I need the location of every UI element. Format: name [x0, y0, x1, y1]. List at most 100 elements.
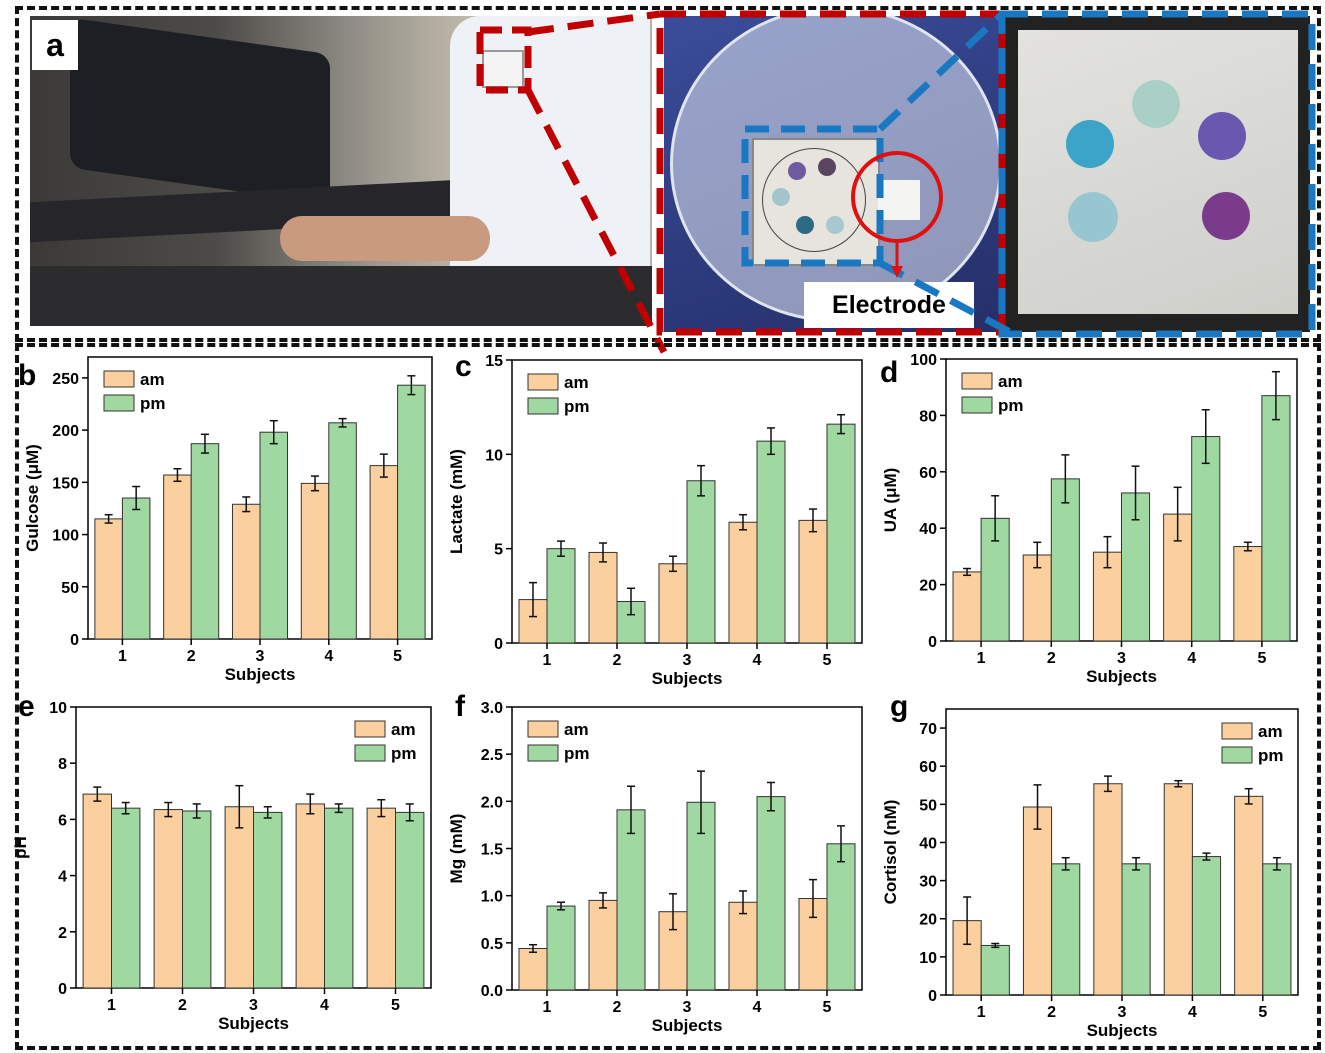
- chart-b-panel-letter: b: [18, 359, 36, 392]
- chart-d-y-tick-label: 80: [919, 408, 937, 425]
- chart-f-x-tick-label: 3: [683, 999, 692, 1016]
- chart-b-bar-pm-4: [328, 422, 357, 640]
- chart-b-x-tick-label: 4: [324, 648, 333, 665]
- chart-b-y-tick-label: 0: [70, 632, 79, 649]
- chart-e-bar-pm-5: [395, 811, 425, 989]
- chart-f-legend-label-am: am: [564, 720, 589, 739]
- chart-g-legend-label-pm: pm: [1258, 746, 1284, 765]
- chart-d-x-axis-title: Subjects: [1086, 667, 1157, 686]
- chart-c-legend-swatch-pm: [527, 397, 559, 415]
- chart-b-y-axis-title: Gulcose (μM): [23, 444, 42, 552]
- chart-c-bar-am-3: [658, 563, 688, 644]
- chart-b-bar-pm-1: [121, 497, 151, 640]
- chart-b-bar-am-5: [369, 465, 399, 640]
- chart-e-bar-am-5: [366, 807, 397, 989]
- chart-f-legend-swatch-pm: [527, 744, 559, 762]
- chart-e-legend-swatch-am: [354, 720, 386, 738]
- chart-d-legend-swatch-pm: [961, 396, 993, 414]
- chart-g-y-tick-label: 30: [919, 874, 937, 891]
- chart-f-x-tick-label: 2: [613, 999, 622, 1016]
- chart-g-y-tick-label: 0: [928, 988, 937, 1005]
- chart-b-bar-pm-5: [397, 384, 426, 640]
- panel-letter-a: a: [32, 20, 78, 70]
- chart-g-bar-pm-3: [1121, 863, 1151, 996]
- chart-d-x-tick-label: 1: [977, 650, 986, 667]
- chart-b-y-tick-label: 150: [52, 475, 79, 492]
- chart-c-legend-label-am: am: [564, 373, 589, 392]
- chart-e-legend-label-am: am: [391, 720, 416, 739]
- chart-c-x-tick-label: 5: [823, 652, 832, 669]
- chart-f-legend-label-pm: pm: [564, 744, 590, 763]
- chart-b-y-tick-label: 50: [61, 580, 79, 597]
- chart-f-x-axis-title: Subjects: [652, 1016, 723, 1035]
- chart-e-y-tick-label: 0: [58, 981, 67, 998]
- chart-f-bar-pm-2: [616, 809, 646, 991]
- chart-b-bar-pm-2: [190, 443, 220, 640]
- person-arm: [280, 216, 490, 261]
- chart-b-legend-label-am: am: [140, 370, 165, 389]
- chart-b-legend-label-pm: pm: [140, 394, 166, 413]
- chart-c-x-axis-title: Subjects: [652, 669, 723, 688]
- chart-c-x-tick-label: 3: [683, 652, 692, 669]
- chart-c-y-tick-label: 10: [485, 447, 503, 464]
- chart-e-y-tick-label: 6: [58, 812, 67, 829]
- chart-b-bar-am-2: [163, 474, 192, 640]
- chart-g-x-tick-label: 2: [1047, 1004, 1056, 1021]
- chart-d-y-tick-label: 60: [919, 465, 937, 482]
- chart-c-legend-swatch-am: [527, 373, 559, 391]
- chart-d-legend-swatch-am: [961, 372, 993, 390]
- chart-e-x-tick-label: 3: [249, 997, 258, 1014]
- panel-a-frame: [15, 6, 1321, 342]
- chart-c-y-tick-label: 5: [494, 542, 503, 559]
- chart-g-bar-am-3: [1093, 783, 1123, 996]
- chart-e-x-axis-title: Subjects: [218, 1014, 289, 1033]
- chart-e-x-tick-label: 2: [178, 997, 187, 1014]
- chart-c-x-tick-label: 1: [543, 652, 552, 669]
- chart-g-bar-pm-2: [1051, 863, 1081, 996]
- chart-e-panel-letter: e: [18, 690, 35, 723]
- chart-g-y-tick-label: 40: [919, 835, 937, 852]
- chart-c-legend-label-pm: pm: [564, 397, 590, 416]
- chart-c-bar-am-2: [588, 551, 618, 644]
- chart-g-bar-am-2: [1022, 806, 1053, 996]
- chart-f-x-tick-label: 4: [753, 999, 762, 1016]
- chart-g-bar-pm-4: [1191, 856, 1222, 996]
- chart-b-bar-am-4: [300, 482, 330, 640]
- chart-f-y-tick-label: 1.0: [481, 889, 503, 906]
- chart-c-x-tick-label: 4: [753, 652, 762, 669]
- chart-e-bar-pm-2: [182, 810, 212, 989]
- chart-g-x-axis-title: Subjects: [1087, 1021, 1158, 1040]
- chart-e-y-tick-label: 8: [58, 756, 67, 773]
- chart-b-x-tick-label: 5: [393, 648, 402, 665]
- chart-d-bar-am-5: [1233, 546, 1263, 642]
- chart-c-bar-pm-4: [756, 440, 786, 644]
- chart-e-bar-am-1: [82, 793, 112, 989]
- chart-f-bar-am-2: [588, 899, 618, 991]
- chart-e-x-tick-label: 1: [107, 997, 116, 1014]
- chart-f-y-tick-label: 1.5: [481, 842, 503, 859]
- chart-g-y-tick-label: 60: [919, 759, 937, 776]
- chart-g-bar-pm-5: [1262, 863, 1292, 996]
- chart-d-y-tick-label: 20: [919, 578, 937, 595]
- chart-e-y-tick-label: 2: [58, 925, 67, 942]
- chart-f-bar-am-1: [518, 947, 548, 991]
- chart-g-panel-letter: g: [890, 690, 908, 723]
- chart-g-x-tick-label: 1: [977, 1004, 986, 1021]
- chart-d-y-axis-title: UA (μM): [881, 468, 900, 533]
- chart-f-bar-am-4: [728, 901, 758, 991]
- chart-b-bar-pm-3: [259, 431, 289, 640]
- chart-e-y-axis-title: pH: [11, 836, 30, 859]
- chart-c-bar-pm-3: [686, 480, 716, 644]
- chart-f-y-tick-label: 2.5: [481, 747, 503, 764]
- chart-d-panel-letter: d: [880, 356, 898, 389]
- chart-d-x-tick-label: 4: [1187, 650, 1196, 667]
- chart-b-legend-swatch-pm: [103, 394, 135, 412]
- chart-b-y-tick-label: 100: [52, 528, 79, 545]
- chart-g-bar-am-4: [1163, 783, 1193, 996]
- chart-c-y-tick-label: 15: [485, 353, 503, 370]
- chart-b-y-tick-label: 200: [52, 423, 79, 440]
- chart-d-bar-am-1: [952, 571, 982, 642]
- chart-b-bar-am-1: [94, 518, 123, 640]
- chart-f-y-tick-label: 3.0: [481, 700, 503, 717]
